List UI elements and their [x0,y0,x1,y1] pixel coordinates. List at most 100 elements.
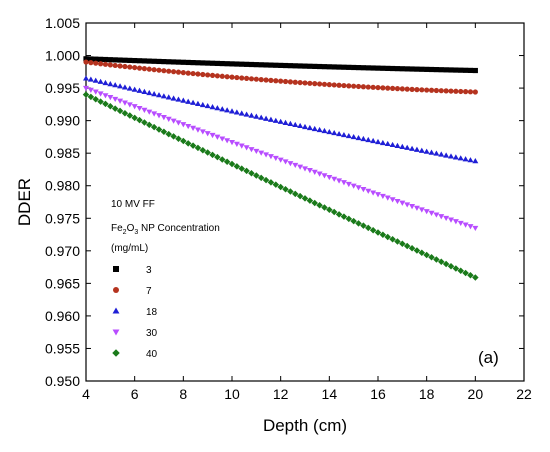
data-point [126,112,134,119]
data-point [272,181,280,188]
data-point [156,113,162,119]
data-point [156,92,162,98]
data-point [107,95,114,101]
data-point [214,60,220,67]
data-point [229,74,235,80]
data-point [263,77,269,83]
data-point [360,187,367,193]
data-point [472,67,478,74]
data-point [248,112,255,118]
data-point [321,64,328,70]
data-point [282,186,289,193]
data-point [331,129,338,136]
data-point [136,58,143,64]
data-point [122,63,128,70]
data-point [438,88,444,94]
data-point [175,96,182,102]
data-point [355,83,362,90]
data-point [83,85,89,92]
data-point [214,134,221,140]
axis-ticks: 4 6 8 10 12 14 16 18 20 22 0.950 0.955 0.960 0.965 0.9… [45,15,532,402]
data-point [263,152,270,158]
data-point [199,101,206,108]
data-point [278,62,284,68]
data-point [267,179,275,186]
data-point [131,86,138,92]
data-point [228,160,236,168]
data-point [277,157,284,163]
data-point [443,215,450,222]
data-point [253,148,260,155]
data-point [229,61,235,67]
data-point [243,167,250,175]
data-point [292,79,298,85]
data-point [166,68,172,74]
data-point [467,224,474,230]
y-tick-label: 0.965 [45,275,80,291]
data-point [171,69,177,75]
data-point [87,93,95,101]
data-point [209,72,216,78]
data-point [219,73,225,79]
data-point [467,157,474,163]
x-tick-label: 18 [419,386,435,402]
series-3 [83,56,478,74]
data-point [399,240,406,248]
data-point [102,100,109,108]
data-point [107,80,114,87]
data-point [340,180,347,186]
data-point [97,91,104,97]
data-point [297,122,304,129]
data-point [83,56,89,62]
data-point [399,86,405,92]
data-point [394,66,401,72]
data-point [244,61,250,67]
data-point [292,162,299,169]
data-point [132,57,138,64]
data-point [121,84,128,90]
data-point [194,144,202,152]
data-point [336,178,343,184]
data-point [175,59,182,65]
data-point [107,102,114,110]
x-tick-label: 12 [273,386,289,402]
data-point [156,58,162,65]
data-point [403,242,411,250]
data-point [360,65,366,71]
data-point [238,110,245,116]
data-point [97,98,104,105]
data-point [360,84,366,90]
data-point [195,60,201,66]
data-point [438,214,445,220]
data-point [442,260,450,268]
data-point [175,120,182,126]
data-point [390,85,396,91]
legend-label: 3 [146,265,152,276]
data-point [443,152,450,158]
data-point [126,102,133,108]
data-point [321,173,328,179]
data-point [190,99,197,105]
data-point [267,116,274,122]
data-point [93,56,99,62]
data-point [175,69,182,75]
y-tick-label: 0.975 [45,210,80,226]
data-point [316,171,323,177]
data-point [88,60,94,66]
data-point [165,116,172,122]
data-point [185,123,192,130]
data-point [409,204,416,210]
data-point [189,142,197,149]
legend-title-line2: Fe2O3 NP Concentration [111,223,220,236]
data-point [457,267,464,275]
legend-marker [112,307,120,314]
data-point [302,80,308,86]
y-tick-label: 0.960 [45,308,80,324]
data-point [311,199,318,207]
data-point [384,195,391,201]
data-point [278,78,284,84]
data-point [365,84,371,90]
data-point [331,82,337,88]
data-point [88,56,94,62]
